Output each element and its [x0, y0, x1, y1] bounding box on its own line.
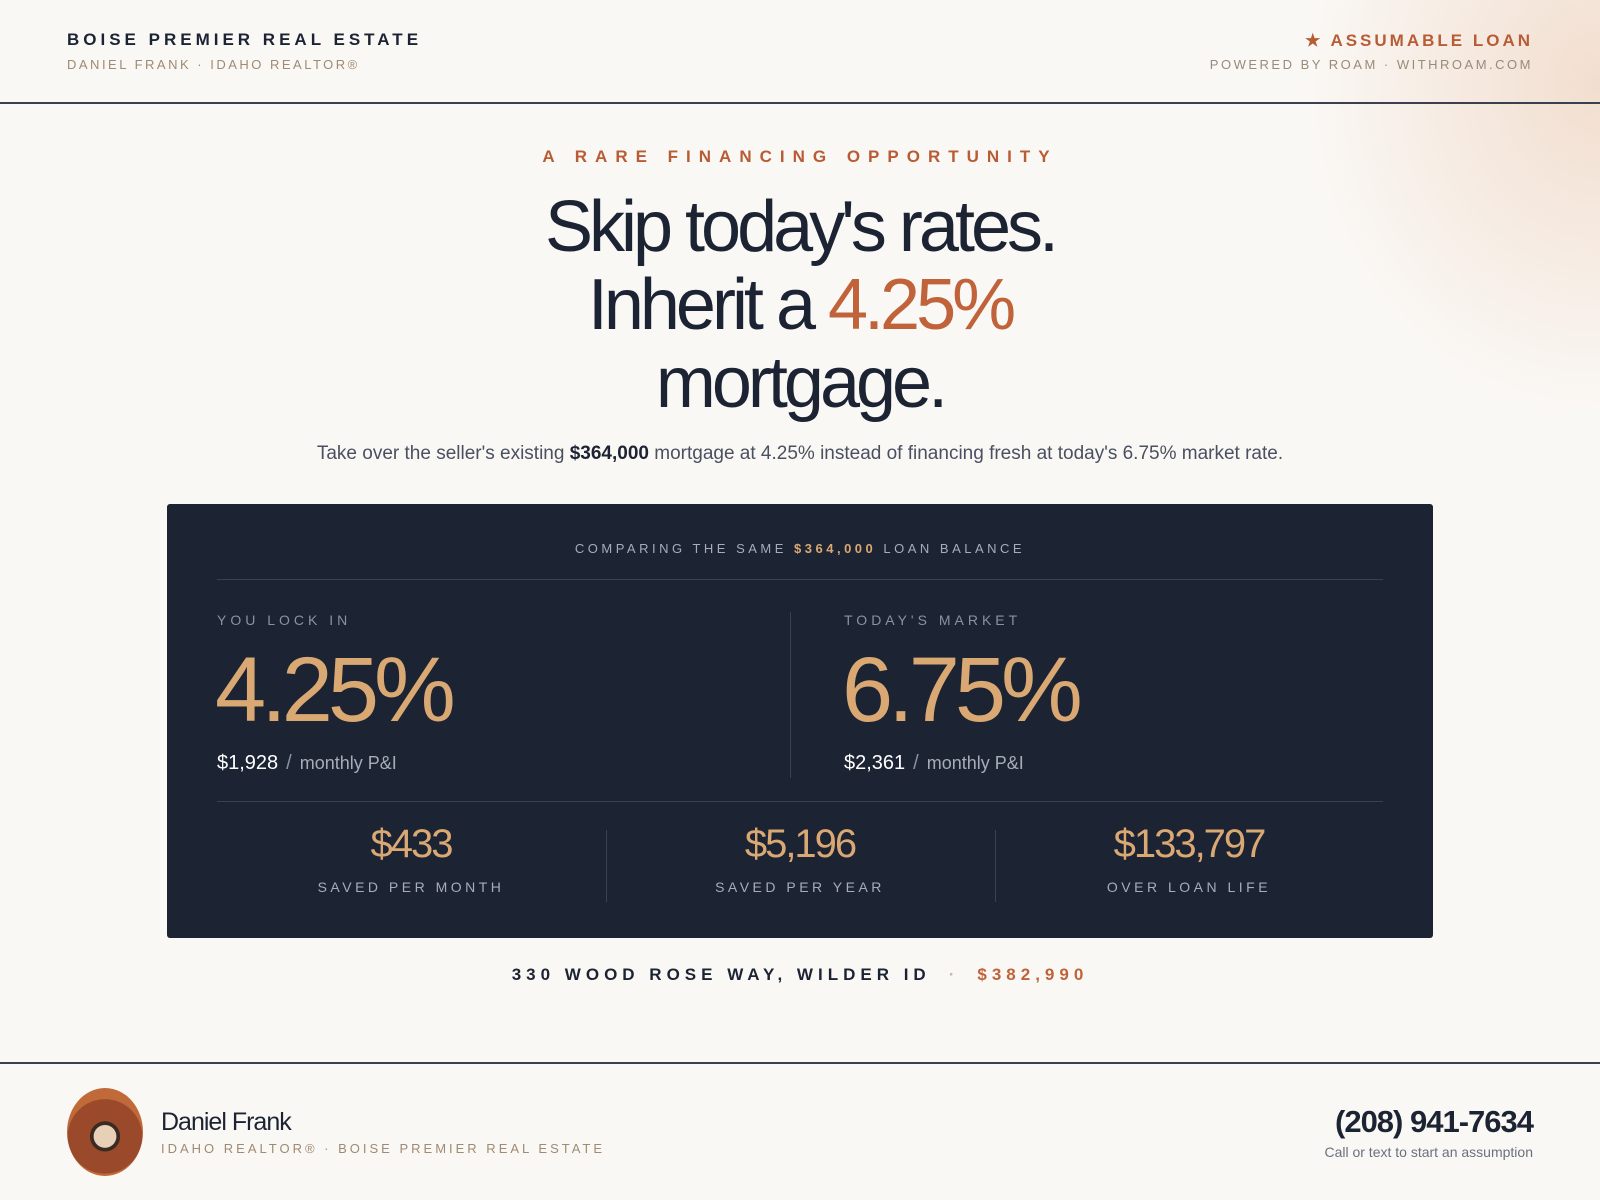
eyebrow: A RARE FINANCING OPPORTUNITY	[542, 147, 1058, 166]
savings-value: $433	[370, 822, 454, 866]
separator: ·	[948, 965, 960, 984]
header-rule	[0, 102, 1600, 104]
card-rule	[217, 801, 1383, 802]
payment-unit: monthly P&I	[926, 753, 1024, 773]
savings-label: SAVED PER MONTH	[317, 879, 505, 895]
call-to-action: Call or text to start an assumption	[1324, 1144, 1533, 1160]
property: 330 WOOD ROSE WAY, WILDER ID · $382,990	[0, 965, 1600, 985]
price: $382,990	[977, 965, 1089, 984]
payment: $1,928 / monthly P&I	[217, 752, 397, 775]
savings-value: $5,196	[744, 822, 857, 866]
savings-label: OVER LOAN LIFE	[1106, 879, 1272, 895]
headline: mortgage.	[655, 343, 948, 423]
payment: $2,361 / monthly P&I	[844, 752, 1024, 775]
savings-divider	[995, 830, 996, 902]
headline-rate: 4.25%	[828, 265, 1016, 345]
subtext: Take over the seller's existing $364,000…	[0, 443, 1600, 465]
caption-amount: $364,000	[794, 541, 877, 556]
subtext-text: mortgage at 4.25% instead of financing f…	[648, 443, 1284, 464]
payment-unit: monthly P&I	[299, 753, 397, 773]
rate-value: 6.75%	[842, 639, 1083, 741]
card-rule	[217, 579, 1383, 580]
brand: BOISE PREMIER REAL ESTATE	[67, 30, 423, 49]
headline: Inherit a 4.25%	[0, 266, 1600, 344]
comparison-card: COMPARING THE SAME $364,000 LOAN BALANCE…	[167, 504, 1433, 938]
agent-line: DANIEL FRANK · IDAHO REALTOR®	[67, 57, 360, 72]
savings-divider	[606, 830, 607, 902]
headline-text: Inherit a	[587, 265, 828, 345]
payment-value: $1,928	[217, 752, 279, 774]
rate-label: TODAY'S MARKET	[844, 612, 1022, 628]
caption-text: COMPARING THE SAME	[574, 541, 795, 556]
footer-rule	[0, 1062, 1600, 1064]
savings-value: $133,797	[1113, 822, 1267, 866]
payment-separator: /	[913, 752, 919, 774]
agent-photo	[67, 1088, 143, 1176]
rate-value: 4.25%	[215, 639, 456, 741]
savings-label: SAVED PER YEAR	[715, 879, 885, 895]
corner-glow	[1300, 0, 1600, 420]
address: 330 WOOD ROSE WAY, WILDER ID	[511, 965, 931, 984]
savings-item: $5,196 SAVED PER YEAR	[606, 822, 994, 895]
badge: ★ ASSUMABLE LOAN	[1305, 31, 1533, 50]
subtext-amount: $364,000	[569, 443, 649, 464]
payment-separator: /	[286, 752, 292, 774]
agent-name: Daniel Frank	[161, 1108, 292, 1136]
card-caption: COMPARING THE SAME $364,000 LOAN BALANCE	[167, 541, 1433, 556]
column-divider	[790, 612, 791, 778]
headline: Skip today's rates.	[544, 187, 1059, 267]
agent-subtitle: IDAHO REALTOR® · BOISE PREMIER REAL ESTA…	[161, 1141, 606, 1156]
powered-by: POWERED BY ROAM · WITHROAM.COM	[1209, 57, 1533, 72]
savings-item: $433 SAVED PER MONTH	[217, 822, 605, 895]
phone[interactable]: (208) 941-7634	[1335, 1104, 1534, 1139]
caption-text: LOAN BALANCE	[876, 541, 1026, 556]
rate-label: YOU LOCK IN	[217, 612, 352, 628]
payment-value: $2,361	[844, 752, 906, 774]
subtext-text: Take over the seller's existing	[316, 443, 570, 464]
savings-item: $133,797 OVER LOAN LIFE	[995, 822, 1383, 895]
